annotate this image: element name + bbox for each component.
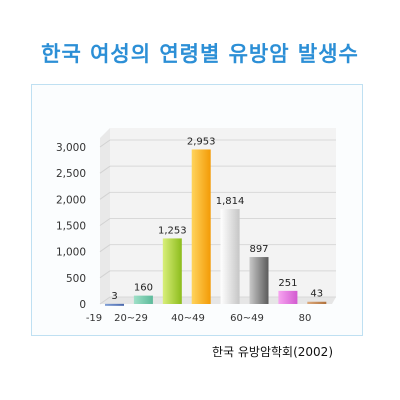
bar-value-label: 2,953: [187, 136, 216, 147]
gridline-depth: [99, 139, 111, 148]
y-tick-label: 0: [79, 299, 86, 311]
bar-value-label: 1,814: [216, 196, 245, 207]
plot-back-wall: [100, 128, 336, 304]
gridline-depth: [99, 270, 111, 279]
bar: [278, 290, 298, 304]
gridline-depth: [99, 296, 111, 305]
bar: [105, 303, 124, 306]
gridline-depth: [99, 191, 111, 200]
y-tick-label: 2,500: [56, 168, 86, 180]
bar-value-label: 251: [278, 278, 297, 289]
bar-value-label: 43: [310, 289, 323, 300]
y-tick-label: 3,000: [56, 142, 86, 154]
x-tick-label: 20~29: [114, 313, 148, 324]
gridline-depth: [99, 218, 111, 226]
plot-side-wall: [100, 128, 110, 304]
bar: [191, 149, 211, 304]
bar-value-label: 897: [249, 244, 268, 255]
x-tick-label: 40~49: [171, 313, 205, 324]
gridline-depth: [99, 165, 111, 174]
plot-floor: [100, 297, 336, 304]
x-tick-label: 80: [299, 313, 312, 324]
y-tick-label: 2,000: [56, 194, 86, 206]
chart-title: 한국 여성의 연령별 유방암 발생수: [41, 42, 359, 66]
x-tick-label: 60~49: [230, 313, 264, 324]
y-tick-label: 1,500: [56, 221, 86, 233]
y-tick-label: 1,000: [56, 247, 86, 259]
bar: [133, 295, 153, 304]
bar-value-label: 1,253: [158, 225, 187, 236]
bar-value-label: 3: [111, 291, 117, 302]
x-tick-label: -19: [86, 313, 102, 324]
bar: [249, 257, 269, 304]
bar: [307, 301, 327, 304]
source-caption: 한국 유방암학회(2002): [212, 345, 333, 359]
y-tick-label: 500: [66, 273, 86, 285]
bar: [162, 238, 182, 304]
bar: [220, 209, 240, 304]
gridline-depth: [99, 244, 111, 253]
bar-value-label: 160: [134, 283, 153, 294]
